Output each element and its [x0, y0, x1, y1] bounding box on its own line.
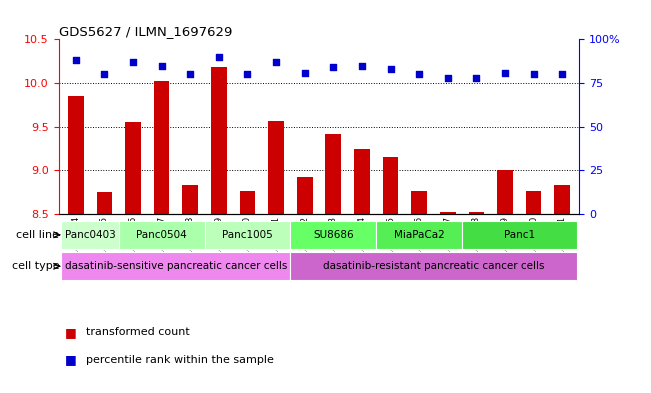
Bar	[96, 192, 112, 214]
Bar	[383, 157, 398, 214]
Bar	[526, 191, 542, 214]
Point	[328, 64, 339, 70]
Bar	[497, 170, 513, 214]
Text: Panc0504: Panc0504	[136, 230, 187, 240]
Text: SU8686: SU8686	[313, 230, 353, 240]
Text: GDS5627 / ILMN_1697629: GDS5627 / ILMN_1697629	[59, 25, 232, 38]
Bar	[555, 185, 570, 214]
Point	[471, 75, 482, 81]
Point	[70, 57, 81, 63]
Bar	[61, 252, 290, 281]
Bar	[440, 213, 456, 214]
Point	[443, 75, 453, 81]
Bar	[290, 252, 577, 281]
Text: ■: ■	[65, 325, 77, 339]
Bar	[204, 221, 290, 249]
Point	[299, 70, 310, 76]
Bar	[61, 221, 118, 249]
Point	[529, 71, 539, 77]
Point	[99, 71, 109, 77]
Point	[242, 71, 253, 77]
Point	[557, 71, 568, 77]
Bar	[125, 122, 141, 214]
Bar	[297, 178, 312, 214]
Bar	[154, 81, 169, 214]
Text: MiaPaCa2: MiaPaCa2	[394, 230, 445, 240]
Text: Panc1005: Panc1005	[222, 230, 273, 240]
Bar	[354, 149, 370, 214]
Bar	[118, 221, 204, 249]
Text: cell type: cell type	[12, 261, 59, 271]
Point	[214, 53, 224, 60]
Point	[185, 71, 195, 77]
Bar	[211, 67, 227, 214]
Bar	[268, 121, 284, 214]
Bar	[462, 221, 577, 249]
Point	[128, 59, 138, 65]
Text: dasatinib-sensitive pancreatic cancer cells: dasatinib-sensitive pancreatic cancer ce…	[64, 261, 287, 271]
Text: Panc1: Panc1	[504, 230, 535, 240]
Point	[385, 66, 396, 72]
Point	[414, 71, 424, 77]
Point	[271, 59, 281, 65]
Bar	[411, 191, 427, 214]
Bar	[469, 211, 484, 214]
Point	[357, 62, 367, 69]
Bar	[290, 221, 376, 249]
Text: transformed count: transformed count	[86, 327, 189, 337]
Bar	[240, 191, 255, 214]
Bar	[182, 185, 198, 214]
Point	[156, 62, 167, 69]
Bar	[326, 134, 341, 214]
Bar	[68, 96, 83, 214]
Text: ■: ■	[65, 353, 77, 366]
Bar	[376, 221, 462, 249]
Text: Panc0403: Panc0403	[64, 230, 115, 240]
Text: percentile rank within the sample: percentile rank within the sample	[86, 354, 274, 365]
Text: cell line: cell line	[16, 230, 59, 240]
Point	[500, 70, 510, 76]
Text: dasatinib-resistant pancreatic cancer cells: dasatinib-resistant pancreatic cancer ce…	[323, 261, 544, 271]
